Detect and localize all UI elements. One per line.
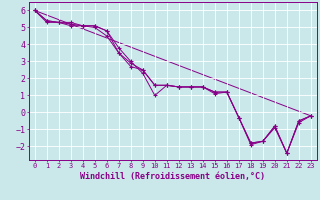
X-axis label: Windchill (Refroidissement éolien,°C): Windchill (Refroidissement éolien,°C) [80, 172, 265, 181]
